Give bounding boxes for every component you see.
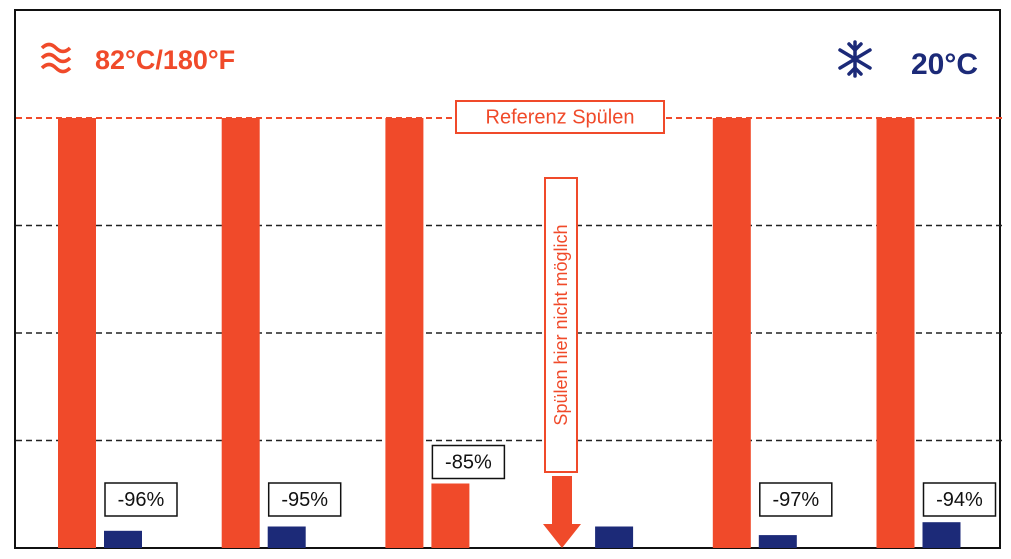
data-label: -97% — [772, 489, 819, 511]
label-box — [922, 482, 997, 517]
bar — [385, 118, 424, 548]
bar — [876, 118, 915, 548]
heat-icon — [40, 42, 72, 74]
annotation-box — [455, 100, 665, 134]
bar — [104, 530, 142, 548]
annotation: Referenz Spülen — [486, 106, 635, 128]
bar — [221, 118, 260, 548]
data-label: -95% — [281, 489, 328, 511]
legend-label: 82°C/180°F — [95, 45, 235, 75]
label-box — [431, 444, 506, 480]
bar — [712, 118, 751, 548]
legend-label: 20°C — [911, 48, 978, 81]
bar — [267, 526, 306, 548]
data-label: -94% — [936, 489, 983, 511]
annotation-box — [544, 177, 578, 473]
arrow — [543, 476, 581, 548]
annotation: Spülen hier nicht möglich — [551, 224, 571, 425]
frame — [14, 9, 1001, 549]
label-box — [759, 482, 833, 517]
snow-icon — [838, 40, 872, 78]
bar — [758, 535, 797, 548]
data-label: -85% — [445, 451, 492, 473]
label-box — [267, 482, 342, 517]
bar — [431, 483, 470, 548]
bar — [595, 526, 634, 548]
bar — [922, 522, 961, 548]
label-box — [104, 482, 178, 517]
bar — [58, 118, 96, 548]
data-label: -96% — [118, 489, 165, 511]
